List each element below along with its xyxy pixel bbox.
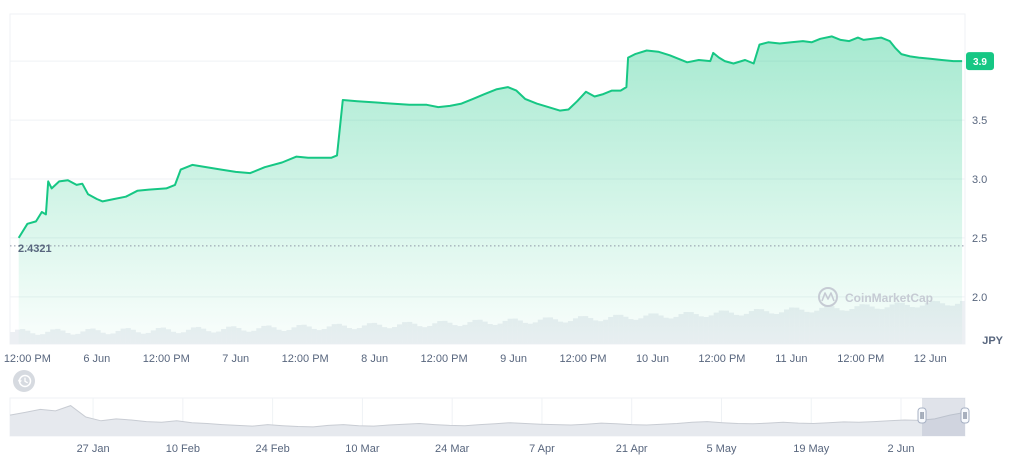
x-tick-label: 12:00 PM [559,353,606,365]
navigator-tick-label: 24 Feb [256,443,290,455]
y-axis-ticks: 2.0 2.5 3.0 3.5 [972,115,987,304]
x-axis-ticks: 12:00 PM 6 Jun 12:00 PM 7 Jun 12:00 PM 8 Jun 1… [4,353,947,365]
navigator-handle-left[interactable] [917,407,927,424]
y-tick-label: 2.0 [972,292,987,304]
x-tick-label: 7 Jun [222,353,249,365]
navigator-tick-label: 21 Apr [616,443,648,455]
navigator-tick-label: 24 Mar [435,443,470,455]
coinmarketcap-watermark: CoinMarketCap [818,287,933,307]
volume-bar [959,300,966,344]
x-tick-label: 10 Jun [636,353,669,365]
x-tick-label: 12:00 PM [421,353,468,365]
x-tick-label: 12 Jun [914,353,947,365]
x-tick-label: 12:00 PM [698,353,745,365]
volume-bar [10,332,16,344]
y-tick-label: 3.0 [972,174,987,186]
x-tick-label: 12:00 PM [4,353,51,365]
price-line [17,35,963,239]
navigator-line [9,405,966,428]
navigator[interactable]: 27 Jan 10 Feb 24 Feb 10 Mar 24 Mar 7 Apr 21 Ap… [9,397,970,455]
y-tick-label: 2.5 [972,233,987,245]
watermark-text: CoinMarketCap [845,291,933,305]
x-tick-label: 11 Jun [775,353,807,365]
current-price-badge-bg [966,52,994,71]
navigator-tick-label: 10 Feb [166,443,200,455]
navigator-tick-label: 2 Jun [888,443,915,455]
y-axis-unit-label: JPY [982,335,1003,347]
navigator-tick-label: 10 Mar [345,443,380,455]
navigator-area [9,405,966,436]
price-area [17,35,963,345]
start-price-label: 2.4321 [18,243,52,255]
navigator-tick-label: 19 May [793,443,830,455]
navigator-selection[interactable] [917,398,970,436]
price-area-fill [18,36,963,345]
x-tick-label: 12:00 PM [282,353,329,365]
current-price-value: 3.9 [973,57,987,68]
x-tick-label: 12:00 PM [143,353,190,365]
volume-bar [15,329,21,344]
current-price-badge: 3.9 [966,52,994,71]
history-clock-icon [17,374,32,388]
x-tick-label: 8 Jun [361,353,388,365]
navigator-tick-label: 5 May [706,443,736,455]
y-tick-label: 3.5 [972,115,987,127]
x-tick-label: 12:00 PM [837,353,884,365]
history-button[interactable] [13,370,35,392]
coinmarketcap-logo-icon [818,287,838,307]
x-tick-label: 6 Jun [83,353,110,365]
navigator-selected-range[interactable] [922,398,965,436]
navigator-tick-label: 7 Apr [529,443,555,455]
navigator-handle-right[interactable] [960,407,970,424]
navigator-x-ticks: 27 Jan 10 Feb 24 Feb 10 Mar 24 Mar 7 Apr 21 Ap… [77,443,915,455]
x-tick-label: 9 Jun [500,353,527,365]
navigator-tick-label: 27 Jan [77,443,110,455]
navigator-area-fill [10,405,965,436]
